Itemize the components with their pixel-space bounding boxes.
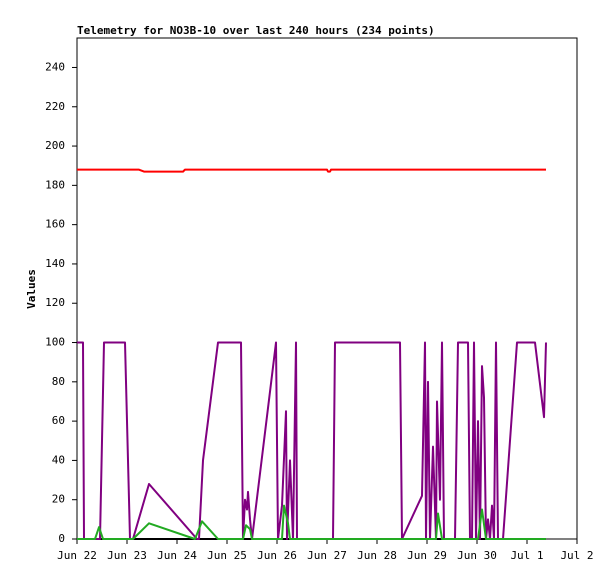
x-tick-label: Jun 25 <box>207 549 247 562</box>
x-tick-label: Jul 2 <box>560 549 593 562</box>
x-tick-label: Jul 1 <box>510 549 543 562</box>
y-tick-label: 160 <box>45 218 65 231</box>
y-tick-label: 200 <box>45 139 65 152</box>
y-tick-label: 180 <box>45 178 65 191</box>
y-axis-label: Values <box>25 269 38 309</box>
x-tick-label: Jun 23 <box>107 549 147 562</box>
y-tick-label: 0 <box>58 532 65 545</box>
x-tick-label: Jun 27 <box>307 549 347 562</box>
x-tick-label: Jun 22 <box>57 549 97 562</box>
y-tick-label: 80 <box>52 375 65 388</box>
x-tick-label: Jun 26 <box>257 549 297 562</box>
x-tick-label: Jun 29 <box>407 549 447 562</box>
series-line <box>77 168 546 173</box>
plot-frame <box>76 37 578 540</box>
y-tick-label: 40 <box>52 453 65 466</box>
y-tick-label: 140 <box>45 257 65 270</box>
y-tick-label: 20 <box>52 493 65 506</box>
x-tick-label: Jun 24 <box>157 549 197 562</box>
y-tick-label: 120 <box>45 296 65 309</box>
series-line <box>77 341 547 540</box>
y-tick-label: 240 <box>45 60 65 73</box>
y-tick-label: 60 <box>52 414 65 427</box>
y-tick-label: 100 <box>45 336 65 349</box>
y-tick-label: 220 <box>45 100 65 113</box>
chart-title: Telemetry for NO3B-10 over last 240 hour… <box>77 24 435 37</box>
x-tick-label: Jun 28 <box>357 549 397 562</box>
series-line <box>77 504 546 540</box>
x-tick-label: Jun 30 <box>457 549 497 562</box>
